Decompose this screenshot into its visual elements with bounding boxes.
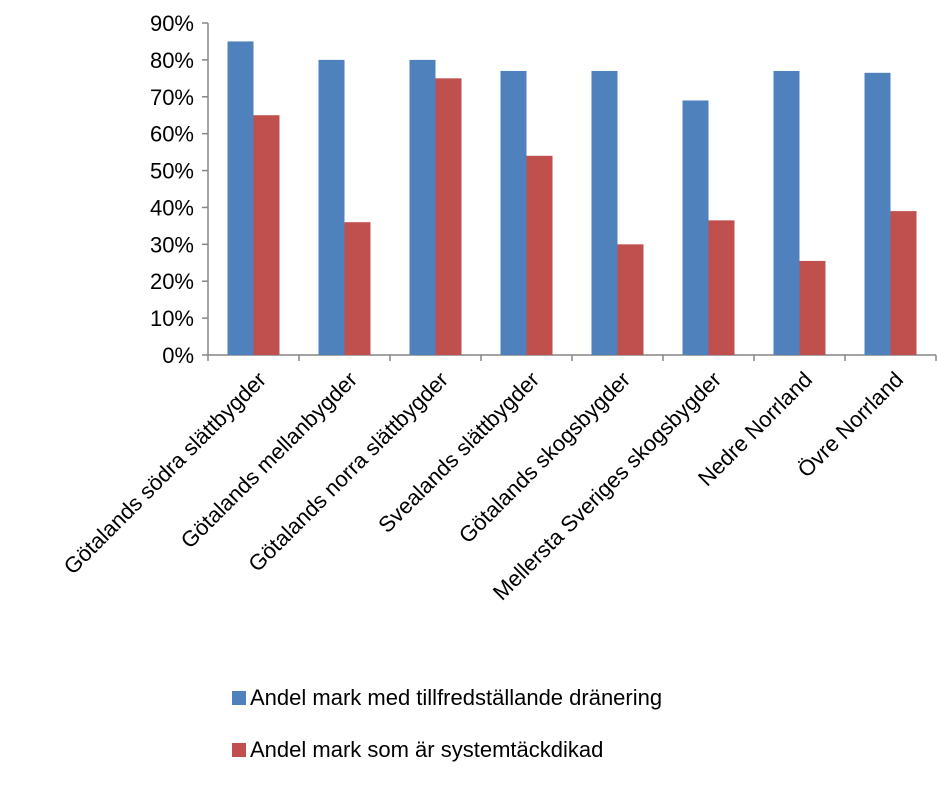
legend-swatch-series-2 (232, 743, 246, 757)
y-tick-label: 40% (150, 195, 194, 220)
chart-legend: Andel mark med tillfredställande dräneri… (232, 682, 662, 786)
bar-series-2-8 (890, 211, 917, 355)
bar-series-1-7 (773, 70, 800, 355)
bar-series-2-6 (708, 220, 735, 355)
bar-series-1-4 (500, 70, 527, 355)
legend-item-series-1: Andel mark med tillfredställande dräneri… (232, 682, 662, 714)
bar-chart: 0% 10% 20% 30% 40% 50% 60% 70% 80% 90% Götalands s… (59, 11, 937, 605)
legend-swatch-series-1 (232, 691, 246, 705)
y-tick-label: 70% (150, 85, 194, 110)
bar-series-1-1 (227, 41, 254, 355)
y-tick-label: 90% (150, 11, 194, 36)
bar-series-2-4 (526, 155, 553, 355)
y-tick-label: 20% (150, 269, 194, 294)
chart-axes (202, 22, 937, 361)
bar-series-1-2 (318, 59, 345, 356)
bar-series-1-8 (864, 72, 891, 356)
y-tick-label: 30% (150, 232, 194, 257)
y-tick-label: 80% (150, 48, 194, 73)
bar-series-2-7 (799, 260, 826, 355)
legend-label-series-1: Andel mark med tillfredställande dräneri… (250, 685, 663, 710)
x-category-label: Götalands mellanbygder (176, 367, 362, 553)
y-tick-label: 0% (162, 343, 194, 368)
bar-series-2-5 (617, 244, 644, 355)
bar-series-2-1 (253, 115, 280, 355)
bar-series-1-5 (591, 70, 618, 355)
x-category-label: Götalands skogsbygder (454, 367, 635, 548)
bar-series-2-3 (435, 78, 462, 355)
bar-series-1-6 (682, 100, 709, 355)
x-category-label: Svealands slättbygder (373, 367, 544, 538)
y-tick-label: 60% (150, 122, 194, 147)
bar-series-1-3 (409, 59, 436, 356)
bar-series-2-2 (344, 222, 371, 355)
y-tick-label: 50% (150, 159, 194, 184)
legend-label-series-2: Andel mark som är systemtäckdikad (250, 737, 604, 762)
legend-item-series-2: Andel mark som är systemtäckdikad (232, 734, 662, 766)
chart-bars (227, 41, 917, 356)
y-tick-label: 10% (150, 306, 194, 331)
